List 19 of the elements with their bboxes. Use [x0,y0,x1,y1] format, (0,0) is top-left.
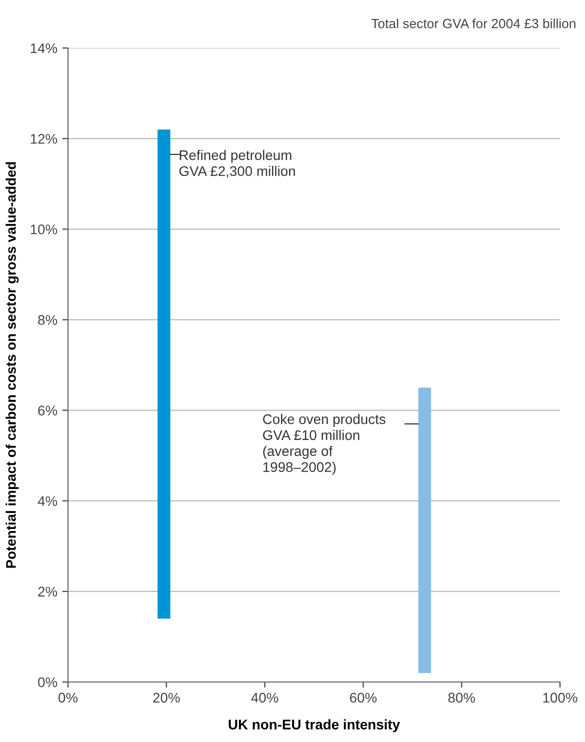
x-tick-label: 40% [251,692,278,703]
chart-title: Total sector GVA for 2004 £3 billion [371,18,576,28]
annotation: Coke oven products GVA £10 million (average of 1998–2002) [263,414,386,475]
y-tick-label: 2% [38,586,58,597]
y-tick-label: 6% [38,406,58,416]
x-tick-label: 80% [448,692,476,703]
y-tick-label: 8% [38,315,58,325]
x-axis-title: UK non-EU trade intensity [228,719,400,732]
annotation: Refined petroleum GVA £2,300 million [179,150,295,178]
y-tick-label: 0% [38,677,58,688]
y-tick-label: 10% [30,224,58,234]
x-tick-label: 20% [153,692,180,703]
x-tick-label: 0% [58,692,78,703]
y-tick-label: 12% [30,134,58,144]
y-tick-label: 4% [38,496,58,506]
x-tick-label: 100% [543,692,578,703]
y-tick-label: 14% [30,43,58,54]
x-tick-label: 60% [350,692,377,703]
y-axis-title: Potential impact of carbon costs on sector gross value-added [6,162,19,568]
